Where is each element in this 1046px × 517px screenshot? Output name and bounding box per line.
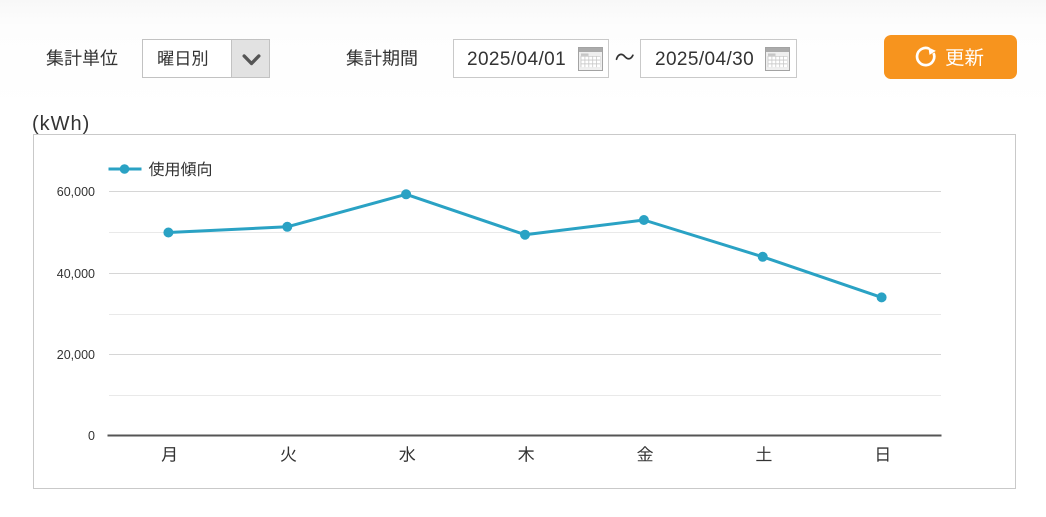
svg-text:20,000: 20,000 (57, 348, 95, 362)
svg-text:60,000: 60,000 (57, 185, 95, 199)
svg-text:0: 0 (88, 429, 95, 443)
svg-text:40,000: 40,000 (57, 267, 95, 281)
